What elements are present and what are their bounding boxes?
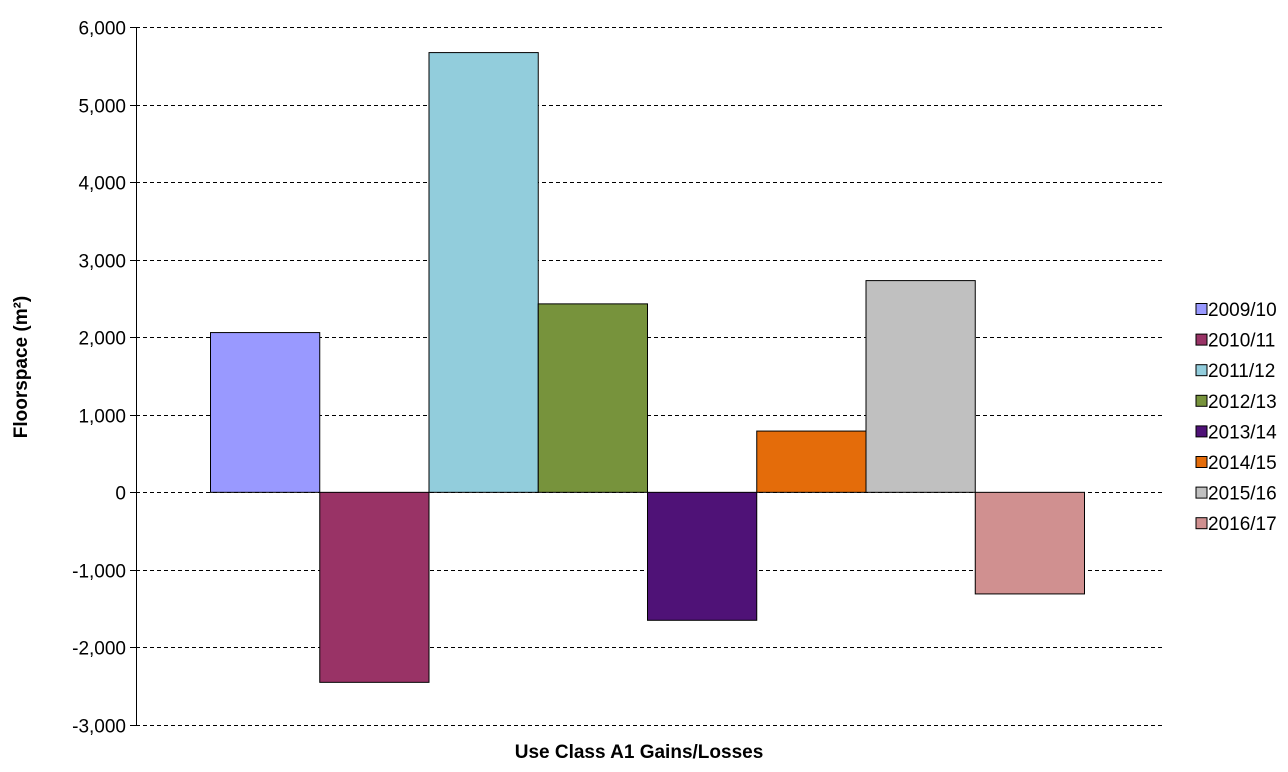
bar-2015-16	[865, 280, 976, 493]
legend-label: 2015/16	[1208, 484, 1277, 505]
legend-swatch	[1195, 486, 1208, 499]
legend: 2009/10 2010/11 2011/12 2012/13 2013/14 2014/…	[1195, 300, 1277, 535]
legend-swatch	[1195, 425, 1208, 438]
y-axis: 6,000 5,000 4,000 3,000 2,000 1,000 0 -1,000 -2,…	[72, 19, 137, 738]
bar-2010-11	[319, 491, 430, 683]
legend-swatch	[1195, 333, 1208, 346]
legend-label: 2016/17	[1208, 514, 1277, 535]
bar-2011-12	[428, 52, 539, 493]
legend-swatch	[1195, 517, 1208, 530]
y-tick-label: 6,000	[78, 19, 126, 40]
legend-swatch	[1195, 456, 1208, 468]
legend-swatch	[1195, 394, 1208, 407]
bar-2014-15	[756, 430, 867, 493]
bars	[210, 52, 1085, 683]
bar-2012-13	[537, 303, 648, 493]
legend-label: 2009/10	[1208, 300, 1277, 321]
legend-swatch	[1195, 303, 1208, 315]
y-tick-label: 0	[115, 484, 126, 505]
y-axis-title: Floorspace (m²)	[11, 296, 32, 439]
y-tick-label: 5,000	[78, 97, 126, 118]
y-tick-label: 2,000	[78, 329, 126, 350]
y-tick-label: -2,000	[72, 639, 126, 660]
legend-label: 2013/14	[1208, 422, 1277, 443]
bar-2013-14	[647, 491, 758, 621]
legend-label: 2014/15	[1208, 453, 1277, 474]
y-tick-label: 1,000	[78, 407, 126, 428]
y-tick-label: -3,000	[72, 717, 126, 738]
x-axis-title: Use Class A1 Gains/Losses	[515, 742, 764, 763]
y-tick-label: 4,000	[78, 174, 126, 195]
legend-label: 2010/11	[1208, 331, 1275, 352]
legend-swatch	[1195, 364, 1208, 377]
bar-2016-17	[974, 491, 1085, 595]
y-tick-label: -1,000	[72, 562, 126, 583]
y-tick-label: 3,000	[78, 252, 126, 273]
legend-label: 2012/13	[1208, 392, 1277, 413]
legend-label: 2011/12	[1208, 361, 1275, 382]
bar-2009-10	[210, 332, 321, 493]
